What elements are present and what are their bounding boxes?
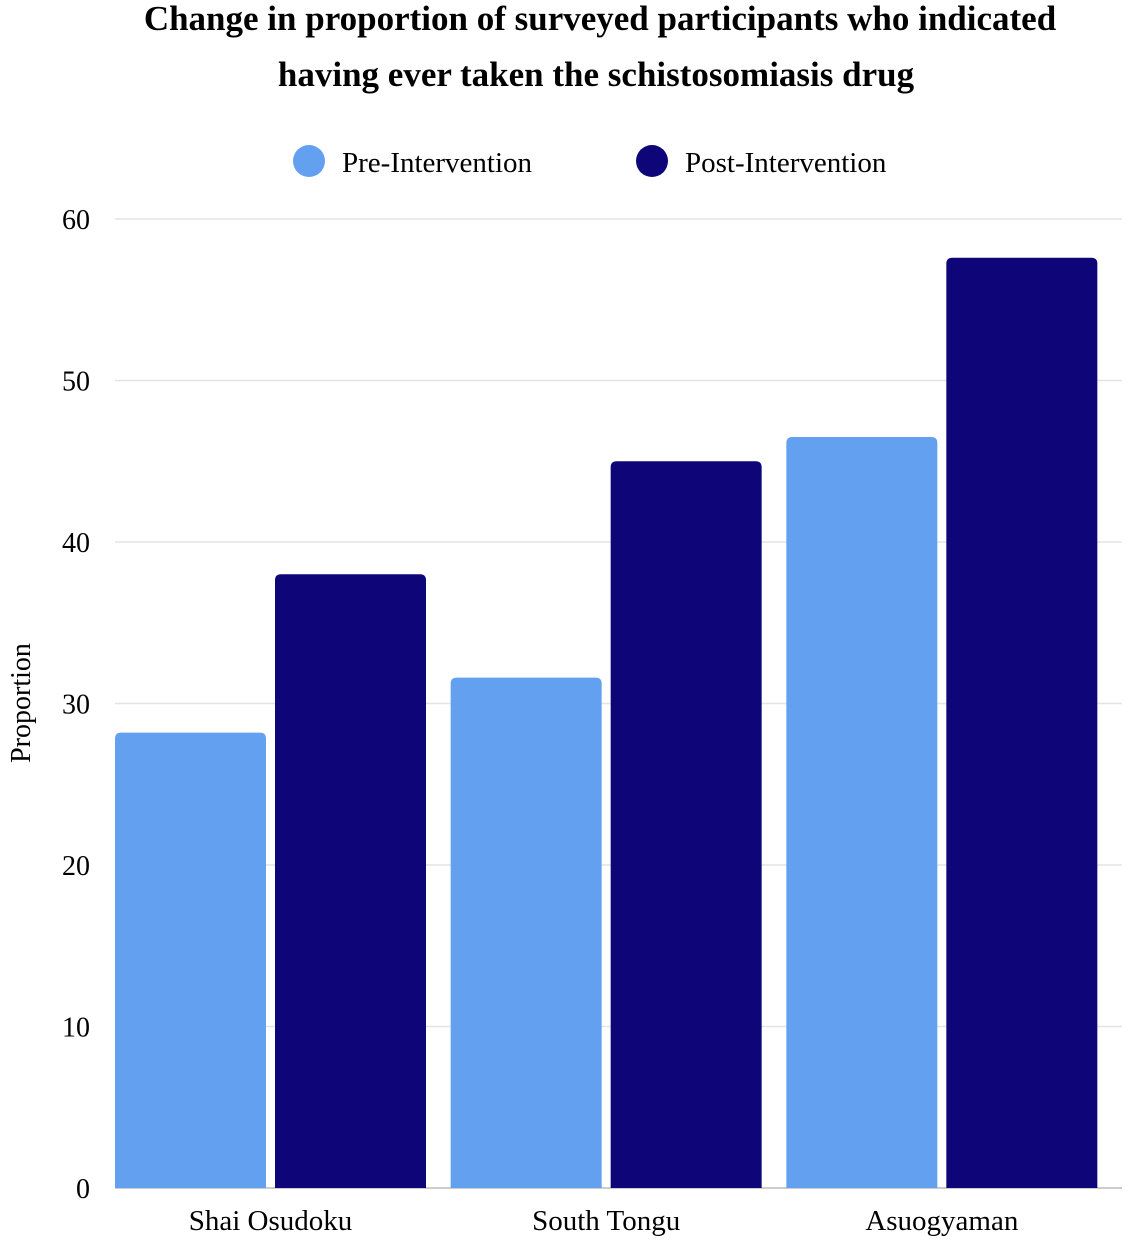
y-tick-label: 50 <box>62 367 90 398</box>
y-tick-label: 60 <box>62 205 90 236</box>
x-tick-label: Asuogyaman <box>865 1205 1019 1237</box>
bar-post-shai-osudoku <box>275 574 426 1188</box>
bar-pre-asuogyaman <box>786 437 938 1188</box>
y-tick-label: 30 <box>62 690 90 721</box>
legend: Pre-Intervention Post-Intervention <box>293 145 887 179</box>
x-tick-label: South Tongu <box>532 1205 680 1237</box>
y-tick-label: 40 <box>62 528 90 559</box>
y-axis-label: Proportion <box>6 643 37 763</box>
legend-label-pre: Pre-Intervention <box>342 147 533 179</box>
bar-post-asuogyaman <box>946 257 1098 1188</box>
bar-pre-shai-osudoku <box>115 732 266 1188</box>
legend-label-post: Post-Intervention <box>685 147 887 179</box>
x-tick-label: Shai Osudoku <box>189 1205 353 1237</box>
y-tick-label: 0 <box>76 1174 90 1205</box>
bar-post-south-tongu <box>610 461 762 1188</box>
legend-marker-pre <box>293 145 325 177</box>
bar-pre-south-tongu <box>450 677 602 1188</box>
chart-title-line-1: Change in proportion of surveyed partici… <box>144 0 1057 38</box>
chart-title-line-2: having ever taken the schistosomiasis dr… <box>278 55 915 94</box>
y-tick-label: 10 <box>62 1013 90 1044</box>
y-tick-label: 20 <box>62 851 90 882</box>
legend-marker-post <box>636 145 668 177</box>
